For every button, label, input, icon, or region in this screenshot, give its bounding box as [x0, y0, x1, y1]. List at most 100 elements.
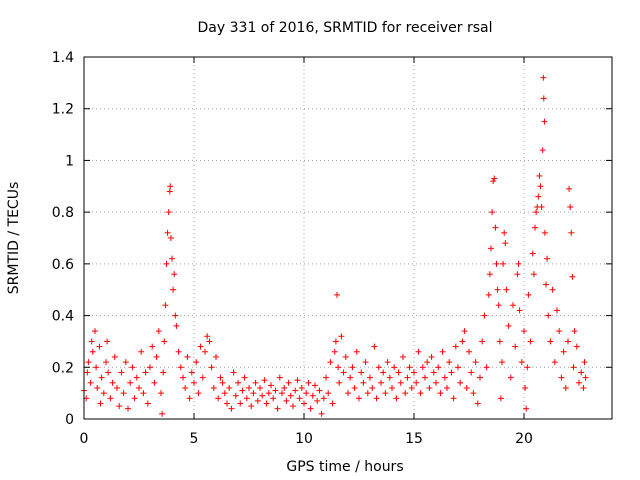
- y-tick-label: 1.2: [52, 102, 74, 118]
- data-point: [541, 229, 548, 236]
- data-point: [116, 403, 123, 410]
- data-point: [125, 405, 131, 412]
- data-point: [463, 384, 470, 391]
- data-point: [446, 359, 453, 366]
- data-point: [437, 390, 444, 397]
- data-point: [129, 364, 136, 371]
- data-point: [105, 369, 112, 376]
- data-point: [257, 384, 263, 391]
- data-point: [94, 384, 101, 391]
- data-point: [433, 379, 439, 386]
- data-point: [210, 384, 217, 391]
- data-point: [402, 390, 409, 397]
- data-point: [165, 209, 172, 216]
- data-point: [461, 328, 468, 335]
- data-point: [263, 400, 270, 407]
- data-point: [496, 338, 503, 345]
- data-point: [87, 379, 94, 386]
- data-point: [529, 250, 536, 257]
- data-point: [147, 364, 153, 371]
- data-point: [270, 395, 277, 402]
- data-point: [338, 333, 345, 340]
- data-point: [287, 392, 294, 399]
- data-point: [259, 392, 266, 399]
- data-point: [422, 374, 428, 381]
- data-point: [292, 387, 299, 394]
- data-point: [494, 286, 501, 293]
- data-point: [140, 390, 147, 397]
- data-point: [507, 374, 514, 381]
- data-point: [173, 322, 180, 329]
- data-point: [177, 364, 184, 371]
- data-point: [226, 384, 233, 391]
- data-point: [184, 353, 191, 360]
- data-point: [441, 374, 448, 381]
- data-point: [523, 405, 530, 412]
- data-point: [543, 281, 549, 288]
- y-tick-label: 0.6: [52, 257, 74, 273]
- data-point: [167, 183, 174, 190]
- data-point: [444, 384, 450, 391]
- data-point: [424, 359, 431, 366]
- data-point: [138, 348, 145, 355]
- data-point: [524, 364, 531, 371]
- data-point: [489, 209, 496, 216]
- data-point: [320, 395, 327, 402]
- data-point: [224, 400, 230, 407]
- x-tick-label: 15: [405, 431, 423, 447]
- data-point: [539, 147, 546, 154]
- y-tick-label: 0.8: [52, 205, 74, 221]
- data-point: [488, 245, 494, 252]
- data-point: [172, 312, 179, 319]
- data-point: [521, 328, 527, 335]
- data-point: [265, 390, 272, 397]
- data-point: [373, 395, 380, 402]
- data-point: [468, 369, 475, 376]
- data-point: [301, 400, 307, 407]
- data-point: [219, 379, 226, 386]
- data-point: [459, 338, 466, 345]
- data-point: [565, 338, 571, 345]
- data-point: [393, 395, 400, 402]
- x-tick-label: 20: [515, 431, 533, 447]
- data-point: [571, 328, 578, 335]
- data-point: [545, 312, 552, 319]
- data-point: [382, 390, 389, 397]
- data-point: [455, 364, 461, 371]
- data-point: [538, 203, 545, 210]
- data-point: [84, 369, 91, 376]
- data-point: [384, 359, 391, 366]
- data-point: [171, 271, 178, 278]
- data-point: [560, 348, 567, 355]
- data-point: [391, 364, 398, 371]
- data-point: [133, 374, 140, 381]
- data-point: [111, 353, 118, 360]
- data-point: [562, 384, 569, 391]
- data-point: [533, 209, 540, 216]
- data-point: [516, 307, 523, 314]
- data-point: [197, 343, 204, 350]
- data-point: [522, 384, 529, 391]
- data-points: [81, 74, 589, 417]
- data-point: [347, 374, 354, 381]
- data-point: [375, 364, 382, 371]
- data-point: [235, 379, 241, 386]
- data-point: [241, 374, 248, 381]
- data-point: [525, 291, 532, 298]
- data-point: [490, 178, 497, 185]
- x-axis-ticks: 0 5 10 15 20: [80, 57, 533, 447]
- data-point: [239, 387, 246, 394]
- data-point: [486, 271, 493, 278]
- data-point: [536, 172, 543, 179]
- data-point: [558, 374, 565, 381]
- data-point: [276, 374, 283, 381]
- plot-frame: [83, 56, 613, 420]
- data-point: [180, 374, 186, 381]
- data-point: [98, 374, 105, 381]
- data-point: [380, 369, 387, 376]
- data-point: [495, 302, 502, 309]
- y-tick-label: 0: [65, 412, 74, 428]
- data-point: [246, 384, 252, 391]
- data-point: [353, 348, 360, 355]
